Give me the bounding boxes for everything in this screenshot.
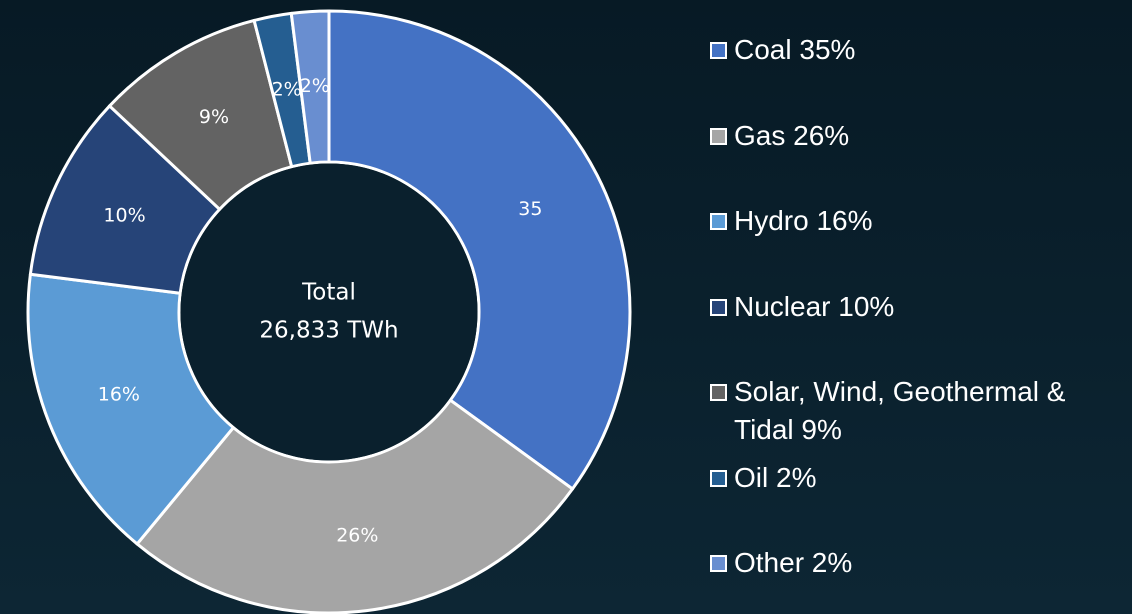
legend-item: Gas 26% <box>710 117 1125 155</box>
data-label: 26% <box>336 525 378 547</box>
legend-item: Other 2% <box>710 544 1125 582</box>
legend-item: Hydro 16% <box>710 202 1125 240</box>
legend-swatch <box>710 213 727 230</box>
legend-label: Hydro 16% <box>734 205 873 236</box>
donut-hole <box>180 163 478 461</box>
legend-swatch <box>710 384 727 401</box>
legend-swatch <box>710 555 727 572</box>
legend-label: Other 2% <box>734 547 853 578</box>
legend-label: Oil 2% <box>734 461 817 493</box>
legend-swatch <box>710 298 727 316</box>
chart: 35 26% 16% 10% 9% 2%2% Total 26,833 TWh <box>26 9 632 614</box>
data-label: 35 <box>518 198 542 220</box>
donut-slice <box>26 272 235 546</box>
legend-label: Nuclear 10% <box>734 290 895 322</box>
legend-swatch <box>710 469 727 487</box>
legend-item: Nuclear 10% <box>710 288 1125 326</box>
legend: Coal 35% Gas 26% Hydro 16% Nuclear 10% Solar… <box>710 0 1125 614</box>
donut-slice <box>135 398 575 614</box>
legend-label: Coal 35% <box>734 34 856 65</box>
data-label: 10% <box>103 204 145 226</box>
legend-item: Solar, Wind, Geothermal & Tidal 9% <box>710 373 1125 449</box>
legend-label: Solar, Wind, Geothermal & Tidal 9% <box>734 376 1066 445</box>
center-label: 26,833 TWh <box>259 318 398 344</box>
legend-label: Gas 26% <box>734 119 850 151</box>
data-label: 2% <box>300 75 330 97</box>
data-label: 9% <box>199 106 229 128</box>
donut-slice <box>327 9 632 491</box>
data-label: 2% <box>272 79 302 101</box>
legend-item: Coal 35% <box>710 31 1125 69</box>
data-label: 16% <box>98 384 140 406</box>
legend-swatch <box>710 127 727 145</box>
center-label: Total <box>301 280 356 306</box>
legend-swatch <box>710 42 727 59</box>
legend-item: Oil 2% <box>710 459 1125 497</box>
donut-slice <box>289 9 331 165</box>
